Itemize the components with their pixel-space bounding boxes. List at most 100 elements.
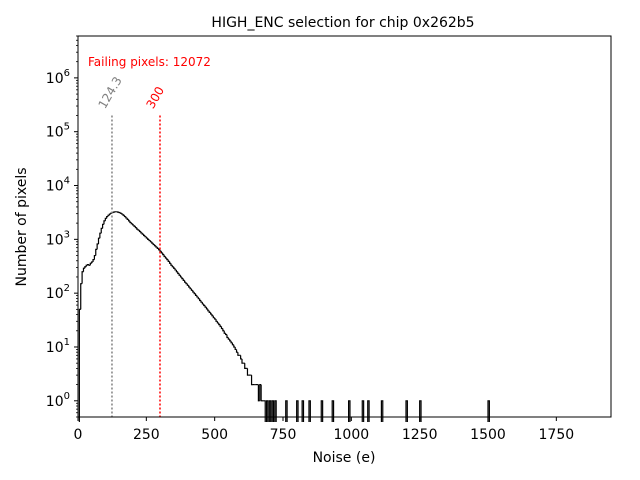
x-tick-label: 1250	[402, 427, 438, 443]
histogram-bin	[244, 363, 247, 369]
x-tick-label: 1500	[470, 427, 506, 443]
histogram-bin	[285, 400, 288, 422]
histogram-bin	[125, 216, 128, 219]
histogram-bin	[259, 383, 262, 401]
y-tick-label: 105	[46, 122, 70, 141]
failing-pixels-annotation: Failing pixels: 12072	[88, 55, 211, 69]
x-tick-label: 1750	[539, 427, 575, 443]
histogram-bin	[225, 333, 227, 336]
histogram-bin	[123, 215, 126, 218]
plot-frame	[77, 35, 612, 418]
histogram-bin	[190, 288, 193, 291]
histogram-bin	[126, 217, 129, 220]
histogram-bin	[127, 219, 130, 222]
histogram-bin	[271, 400, 275, 422]
histogram-bin	[140, 231, 143, 234]
histogram-bin	[167, 259, 170, 262]
histogram-bin	[100, 227, 103, 234]
histogram-bin	[144, 235, 147, 238]
histogram-bin	[85, 264, 88, 267]
histogram-bin	[348, 400, 351, 422]
histogram-bin	[361, 400, 365, 422]
histogram-bin	[92, 259, 95, 262]
y-tick-label: 101	[46, 337, 70, 356]
histogram-bin	[266, 400, 269, 422]
histogram-bin	[93, 254, 96, 260]
histogram-bin	[147, 237, 150, 240]
histogram-bin	[99, 232, 102, 239]
histogram-bin	[268, 400, 272, 422]
histogram-bin	[222, 328, 225, 332]
histogram-bin	[223, 330, 226, 334]
histogram-bin	[246, 368, 249, 376]
histogram-bin	[331, 400, 335, 422]
histogram-bin	[171, 265, 174, 268]
histogram-bin	[133, 224, 136, 227]
histogram-bin	[367, 400, 370, 422]
histogram-bin	[122, 214, 125, 216]
histogram-bin	[241, 358, 244, 364]
histogram-bin	[184, 280, 186, 283]
histogram-bin	[82, 267, 85, 272]
histogram-bin	[380, 400, 384, 422]
histogram-bin	[182, 278, 185, 281]
histogram-bin	[230, 340, 233, 344]
histogram-bin	[164, 256, 167, 259]
histogram-bin	[301, 400, 305, 422]
histogram-bin	[218, 322, 221, 326]
histogram-bin	[212, 315, 215, 319]
histogram-bin	[102, 223, 104, 229]
histogram-bin	[119, 212, 122, 214]
histogram-bin	[419, 400, 422, 422]
histogram-bin	[159, 249, 162, 252]
chart-title: HIGH_ENC selection for chip 0x262b5	[211, 15, 474, 31]
histogram-bin	[208, 310, 211, 313]
histogram-bin	[250, 375, 253, 386]
histogram-bin	[148, 239, 151, 242]
histogram-bin	[108, 213, 111, 216]
y-tick-label: 103	[46, 229, 70, 248]
histogram-bin	[178, 273, 181, 276]
histogram-bin	[132, 223, 135, 226]
histogram-bin	[260, 384, 263, 402]
histogram-bin	[134, 226, 137, 229]
histogram-bin	[194, 293, 197, 296]
histogram-bin	[200, 300, 203, 303]
x-tick-label: 1000	[334, 427, 370, 443]
y-axis-label: Number of pixels	[14, 167, 30, 286]
histogram-bin	[186, 283, 189, 286]
histogram-bin	[97, 237, 100, 244]
histogram-bin	[80, 283, 83, 310]
plot-area	[78, 115, 490, 422]
histogram-bin	[257, 384, 260, 402]
x-tick-label: 500	[201, 427, 228, 443]
x-axis-ticks: 0 250 500 750 1000 1250 1500 1750	[74, 417, 575, 443]
histogram-bin	[229, 339, 232, 342]
y-axis-ticks: 100 101 102 103 104 105 106	[46, 35, 78, 418]
y-tick-label: 106	[46, 68, 70, 87]
histogram-bin	[96, 243, 99, 250]
histogram-bin	[320, 400, 324, 422]
histogram-bin	[231, 342, 234, 346]
histogram-bin	[211, 313, 214, 317]
histogram-bin	[405, 400, 408, 422]
histogram-bin	[274, 400, 277, 422]
histogram-bin	[215, 319, 218, 322]
histogram-bin	[308, 400, 311, 422]
histogram-bin	[227, 337, 230, 340]
histogram-bin	[145, 236, 148, 239]
histogram-bin	[487, 400, 490, 422]
x-tick-label: 750	[270, 427, 297, 443]
histogram-bin	[234, 346, 237, 351]
histogram-bin	[88, 264, 91, 266]
y-tick-label: 104	[46, 176, 70, 195]
histogram-bin	[193, 292, 196, 295]
histogram-bin	[174, 268, 177, 271]
y-tick-label: 100	[46, 391, 70, 410]
x-axis-label: Noise (e)	[313, 450, 376, 466]
x-tick-label: 250	[133, 427, 160, 443]
y-tick-label: 102	[46, 283, 70, 302]
